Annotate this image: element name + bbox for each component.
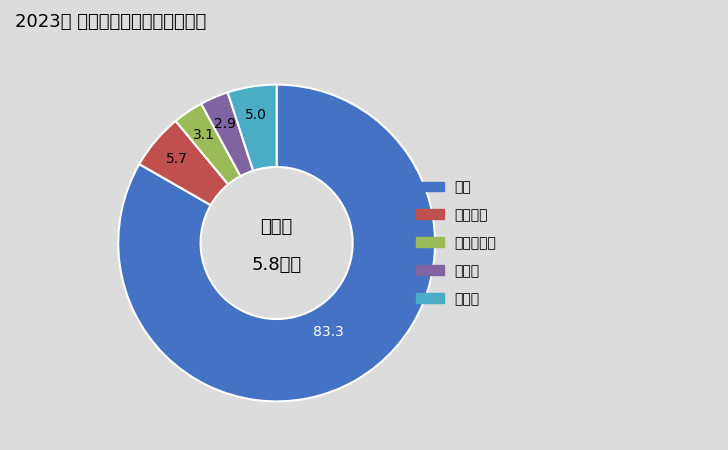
Text: 2.9: 2.9 (215, 117, 237, 130)
Legend: 米国, スペイン, デンマーク, ドイツ, その他: 米国, スペイン, デンマーク, ドイツ, その他 (411, 175, 502, 311)
Text: 5.8億円: 5.8億円 (252, 256, 301, 274)
Wedge shape (175, 104, 240, 184)
Wedge shape (139, 121, 228, 205)
Text: 5.7: 5.7 (167, 152, 189, 166)
Wedge shape (201, 92, 253, 176)
Text: 2023年 輸出相手国のシェア（％）: 2023年 輸出相手国のシェア（％） (15, 14, 206, 32)
Wedge shape (228, 85, 277, 171)
Text: 5.0: 5.0 (245, 108, 267, 122)
Text: 3.1: 3.1 (193, 128, 215, 142)
Text: 83.3: 83.3 (313, 325, 344, 339)
Text: 総　額: 総 額 (261, 218, 293, 236)
Wedge shape (118, 85, 435, 401)
